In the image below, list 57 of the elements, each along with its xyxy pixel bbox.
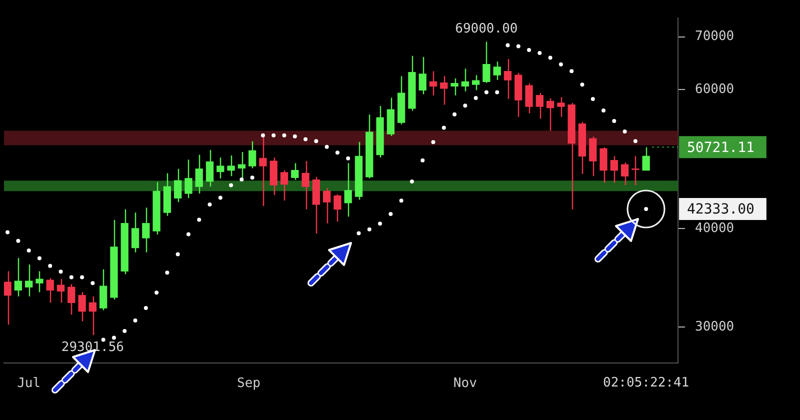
- candlestick: [88, 296, 97, 336]
- candlestick: [334, 194, 342, 222]
- candlestick: [227, 154, 235, 177]
- ref-line-label: 50721.11: [687, 140, 754, 156]
- x-tick-label: Sep: [237, 376, 261, 392]
- candlestick: [142, 207, 150, 253]
- candlestick: [184, 159, 192, 199]
- x-tick-label: Jul: [17, 376, 41, 392]
- candlestick: [440, 76, 448, 106]
- candlestick: [461, 68, 469, 92]
- y-tick-label: 30000: [695, 319, 734, 334]
- candlestick: [589, 136, 597, 177]
- annotation: 29301.56: [61, 340, 124, 355]
- candlestick: [4, 270, 12, 326]
- y-tick-label: 70000: [695, 29, 734, 44]
- text: 02:05:22:41: [603, 375, 690, 390]
- candlestick: [482, 41, 490, 84]
- candlestick: [610, 156, 618, 184]
- candlestick: [25, 264, 33, 297]
- candlestick: [302, 160, 310, 210]
- candlestick: [472, 74, 480, 91]
- candlestick: [206, 149, 214, 188]
- candlestick: [429, 70, 438, 96]
- candlestick: [131, 212, 140, 253]
- candlestick: [632, 156, 640, 186]
- candlestick: [291, 162, 299, 180]
- candlestick: [557, 96, 565, 118]
- candlestick: [174, 168, 182, 203]
- candlestick: [536, 92, 544, 120]
- candlestick: [78, 292, 86, 322]
- candlestick: [216, 156, 224, 179]
- candlestick: [280, 170, 288, 202]
- candlestick: [46, 277, 54, 304]
- y-tick-label: 60000: [695, 82, 734, 97]
- candlestick: [56, 278, 65, 304]
- candlestick: [259, 132, 267, 207]
- candlestick: [493, 61, 501, 81]
- candlestick: [546, 98, 554, 132]
- candlestick: [99, 268, 108, 311]
- candlestick: [322, 188, 331, 224]
- y-tick-label: 40000: [695, 220, 734, 236]
- candlestick: [344, 162, 352, 218]
- candlestick: [248, 140, 256, 169]
- candlestick: [642, 146, 650, 171]
- candlestick: [450, 78, 458, 96]
- candlestick: [14, 257, 22, 297]
- candlestick: [36, 270, 44, 293]
- candlestick: [600, 146, 608, 184]
- x-tick-label: Nov: [453, 376, 478, 392]
- candlestick: [504, 58, 512, 100]
- candlestick: [620, 162, 629, 186]
- candlestick: [418, 56, 426, 95]
- candlestick: [68, 283, 76, 316]
- annotation: 42333.00: [687, 202, 754, 218]
- annotation: 69000.00: [455, 22, 518, 37]
- candlestick: [525, 82, 533, 114]
- candlestick: [195, 154, 203, 194]
